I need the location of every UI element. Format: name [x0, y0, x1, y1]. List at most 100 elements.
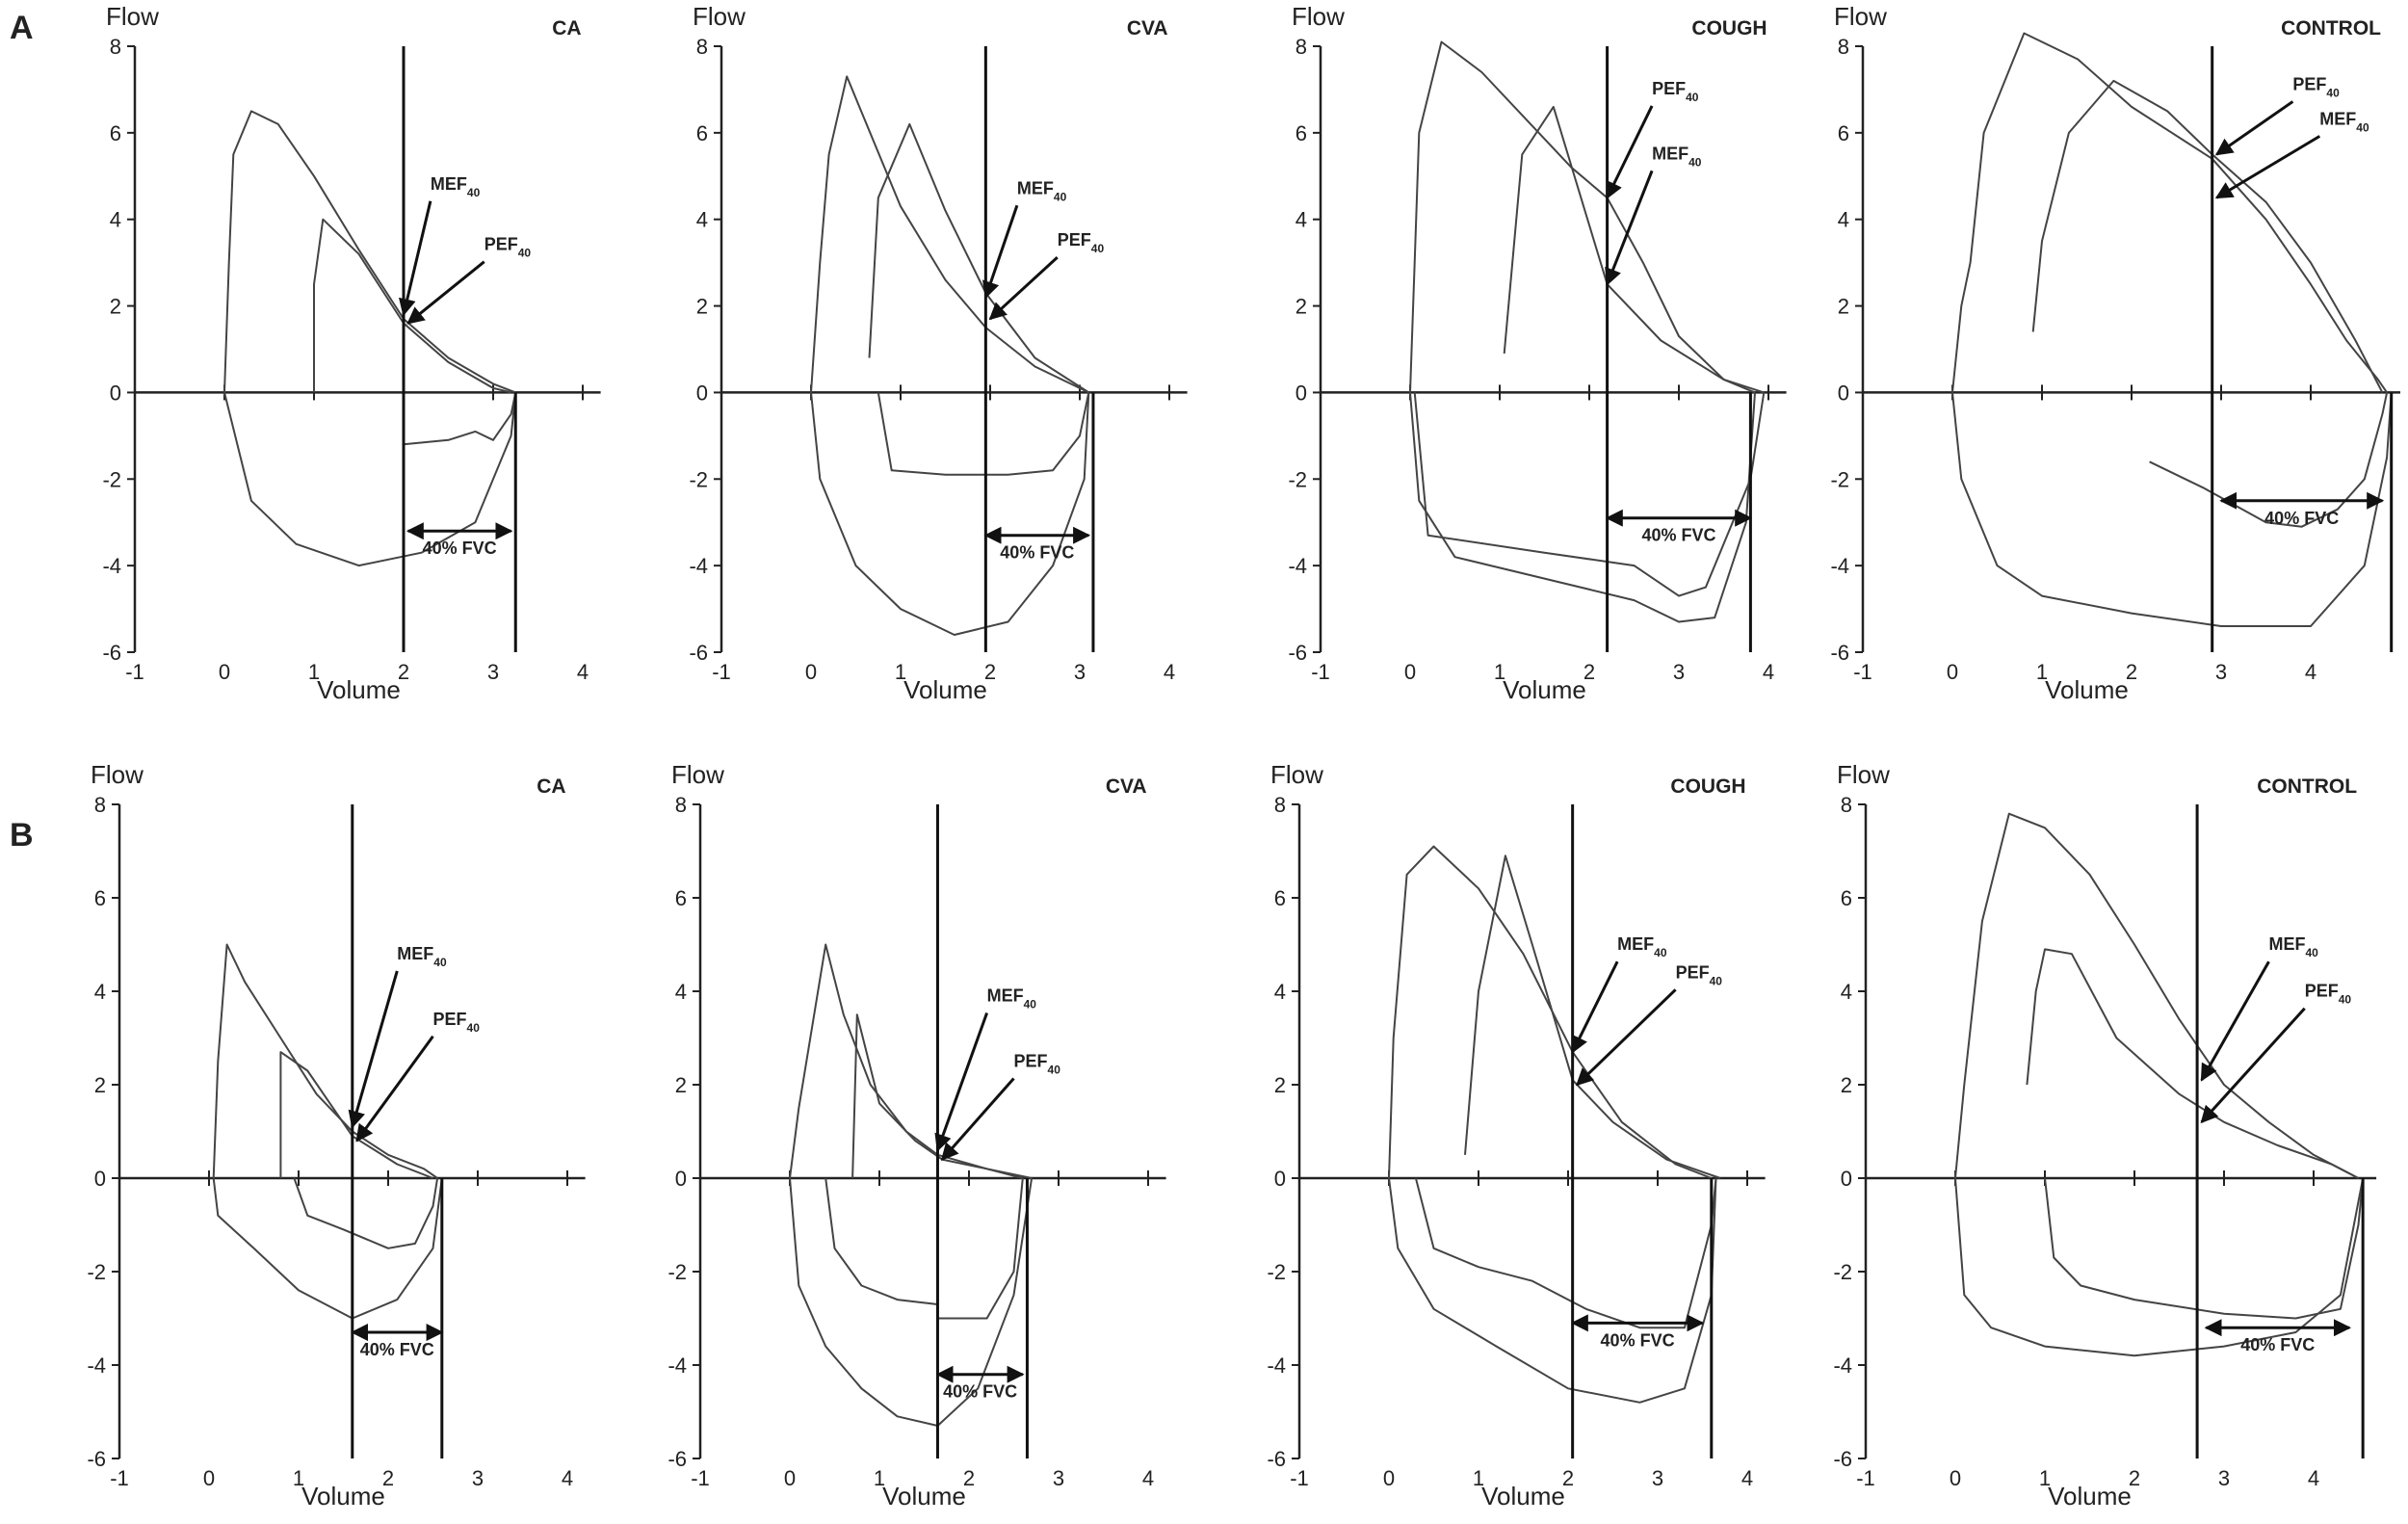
chart-title: CA — [552, 17, 581, 39]
y-tick-label: 0 — [110, 381, 121, 405]
y-axis-label: Flow — [1270, 760, 1323, 789]
y-tick-label: 4 — [110, 208, 121, 232]
x-axis-label: Volume — [2048, 1482, 2132, 1511]
pointer-label-sub: 40 — [467, 186, 481, 199]
pointer-arrow — [406, 260, 485, 325]
pointer-label-sub: 40 — [467, 1021, 481, 1035]
pointer-label-sub: 40 — [2326, 86, 2340, 99]
x-tick-label: 2 — [2126, 660, 2137, 684]
flow-volume-curve — [1503, 105, 1765, 394]
y-tick-label: -2 — [1288, 467, 1307, 491]
flow-volume-curve — [1388, 845, 1713, 1179]
x-tick-label: 0 — [1950, 1466, 1961, 1490]
y-tick-label: 0 — [1841, 1167, 1852, 1191]
y-tick-label: 0 — [1838, 381, 1849, 405]
y-tick-label: 6 — [110, 121, 121, 145]
flow-volume-curve — [313, 218, 511, 394]
y-tick-label: 8 — [1296, 35, 1307, 59]
y-tick-label: 2 — [110, 295, 121, 319]
y-tick-label: 2 — [1296, 295, 1307, 319]
flow-volume-curve — [877, 392, 1090, 476]
x-tick-label: 3 — [1652, 1466, 1663, 1490]
fvc-label: 40% FVC — [423, 539, 497, 558]
y-tick-label: 6 — [1841, 886, 1852, 910]
y-tick-label: -4 — [1288, 554, 1307, 578]
y-tick-label: 6 — [696, 121, 708, 145]
flow-volume-curve — [1954, 1177, 2365, 1357]
pointer-label-main: PEF — [484, 235, 518, 254]
pointer-label: MEF40 — [1652, 144, 1702, 169]
x-tick-label: 1 — [874, 1466, 885, 1490]
pointer-label: MEF40 — [2319, 109, 2369, 134]
chart-title: CVA — [1106, 775, 1147, 798]
x-tick-label: 1 — [308, 660, 320, 684]
x-tick-label: 1 — [2036, 660, 2048, 684]
x-axis-label: Volume — [882, 1482, 966, 1511]
y-tick-label: -6 — [667, 1447, 687, 1471]
y-tick-label: 4 — [1841, 980, 1852, 1004]
y-tick-label: -6 — [1267, 1447, 1286, 1471]
pointer-label-sub: 40 — [1054, 190, 1067, 203]
x-tick-label: 4 — [577, 660, 589, 684]
y-axis-label: Flow — [1292, 2, 1345, 31]
y-tick-label: 4 — [675, 980, 687, 1004]
y-tick-label: -6 — [1833, 1447, 1852, 1471]
flow-volume-curve — [1413, 392, 1766, 597]
flow-volume-curve — [212, 943, 438, 1179]
panel-label: B — [10, 817, 34, 854]
y-axis-label: Flow — [106, 2, 159, 31]
pointer-arrow — [355, 1035, 434, 1143]
x-axis-label: Volume — [301, 1482, 385, 1511]
flow-volume-curve — [279, 1051, 433, 1179]
pointer-label-sub: 40 — [2356, 120, 2369, 134]
flow-volume-curve — [1409, 392, 1756, 623]
y-tick-label: -4 — [102, 554, 121, 578]
x-tick-label: 4 — [1142, 1466, 1154, 1490]
flow-volume-curve — [810, 75, 1089, 394]
y-tick-label: -2 — [689, 467, 708, 491]
x-tick-label: 1 — [895, 660, 906, 684]
flow-volume-curve — [2149, 392, 2389, 528]
pointer-label: MEF40 — [2269, 934, 2319, 959]
y-tick-label: -6 — [689, 641, 708, 665]
pointer-label-main: MEF — [987, 986, 1024, 1006]
x-tick-label: 4 — [2305, 660, 2316, 684]
x-tick-label: 2 — [1562, 1466, 1574, 1490]
y-tick-label: 8 — [1838, 35, 1849, 59]
panel-label: A — [10, 10, 34, 46]
flow-volume-curve — [2026, 948, 2359, 1179]
y-tick-label: -6 — [1288, 641, 1307, 665]
pointer-arrow — [982, 204, 1019, 300]
pointer-label-sub: 40 — [1091, 242, 1105, 255]
pointer-label-main: MEF — [431, 174, 467, 194]
y-tick-label: -4 — [87, 1353, 106, 1378]
pointer-label-main: MEF — [397, 944, 433, 963]
pointer-arrow — [2200, 960, 2270, 1082]
x-tick-label: 3 — [1673, 660, 1685, 684]
flow-volume-curve — [1951, 32, 2388, 393]
y-tick-label: 0 — [1296, 381, 1307, 405]
x-tick-label: -1 — [125, 660, 144, 684]
pointer-label-main: PEF — [1652, 79, 1686, 98]
y-tick-label: -2 — [667, 1260, 687, 1284]
y-axis-label: Flow — [91, 760, 144, 789]
x-tick-label: 1 — [1494, 660, 1505, 684]
y-axis-label: Flow — [693, 2, 746, 31]
x-tick-label: 4 — [2308, 1466, 2319, 1490]
x-tick-label: 2 — [1584, 660, 1595, 684]
y-tick-label: 6 — [94, 886, 106, 910]
flow-volume-curve — [293, 1177, 439, 1249]
pointer-label-sub: 40 — [518, 247, 532, 260]
flow-volume-curve — [789, 943, 1033, 1179]
y-tick-label: 0 — [1274, 1167, 1286, 1191]
y-tick-label: -4 — [667, 1353, 687, 1378]
pointer-label: MEF40 — [431, 174, 481, 199]
pointer-label-main: PEF — [2305, 982, 2339, 1001]
y-tick-label: -4 — [1267, 1353, 1286, 1378]
flow-volume-curve — [810, 392, 1090, 636]
x-tick-label: 2 — [382, 1466, 394, 1490]
pointer-arrow — [934, 1012, 989, 1152]
x-tick-label: -1 — [1853, 660, 1872, 684]
x-tick-label: -1 — [1290, 1466, 1309, 1490]
